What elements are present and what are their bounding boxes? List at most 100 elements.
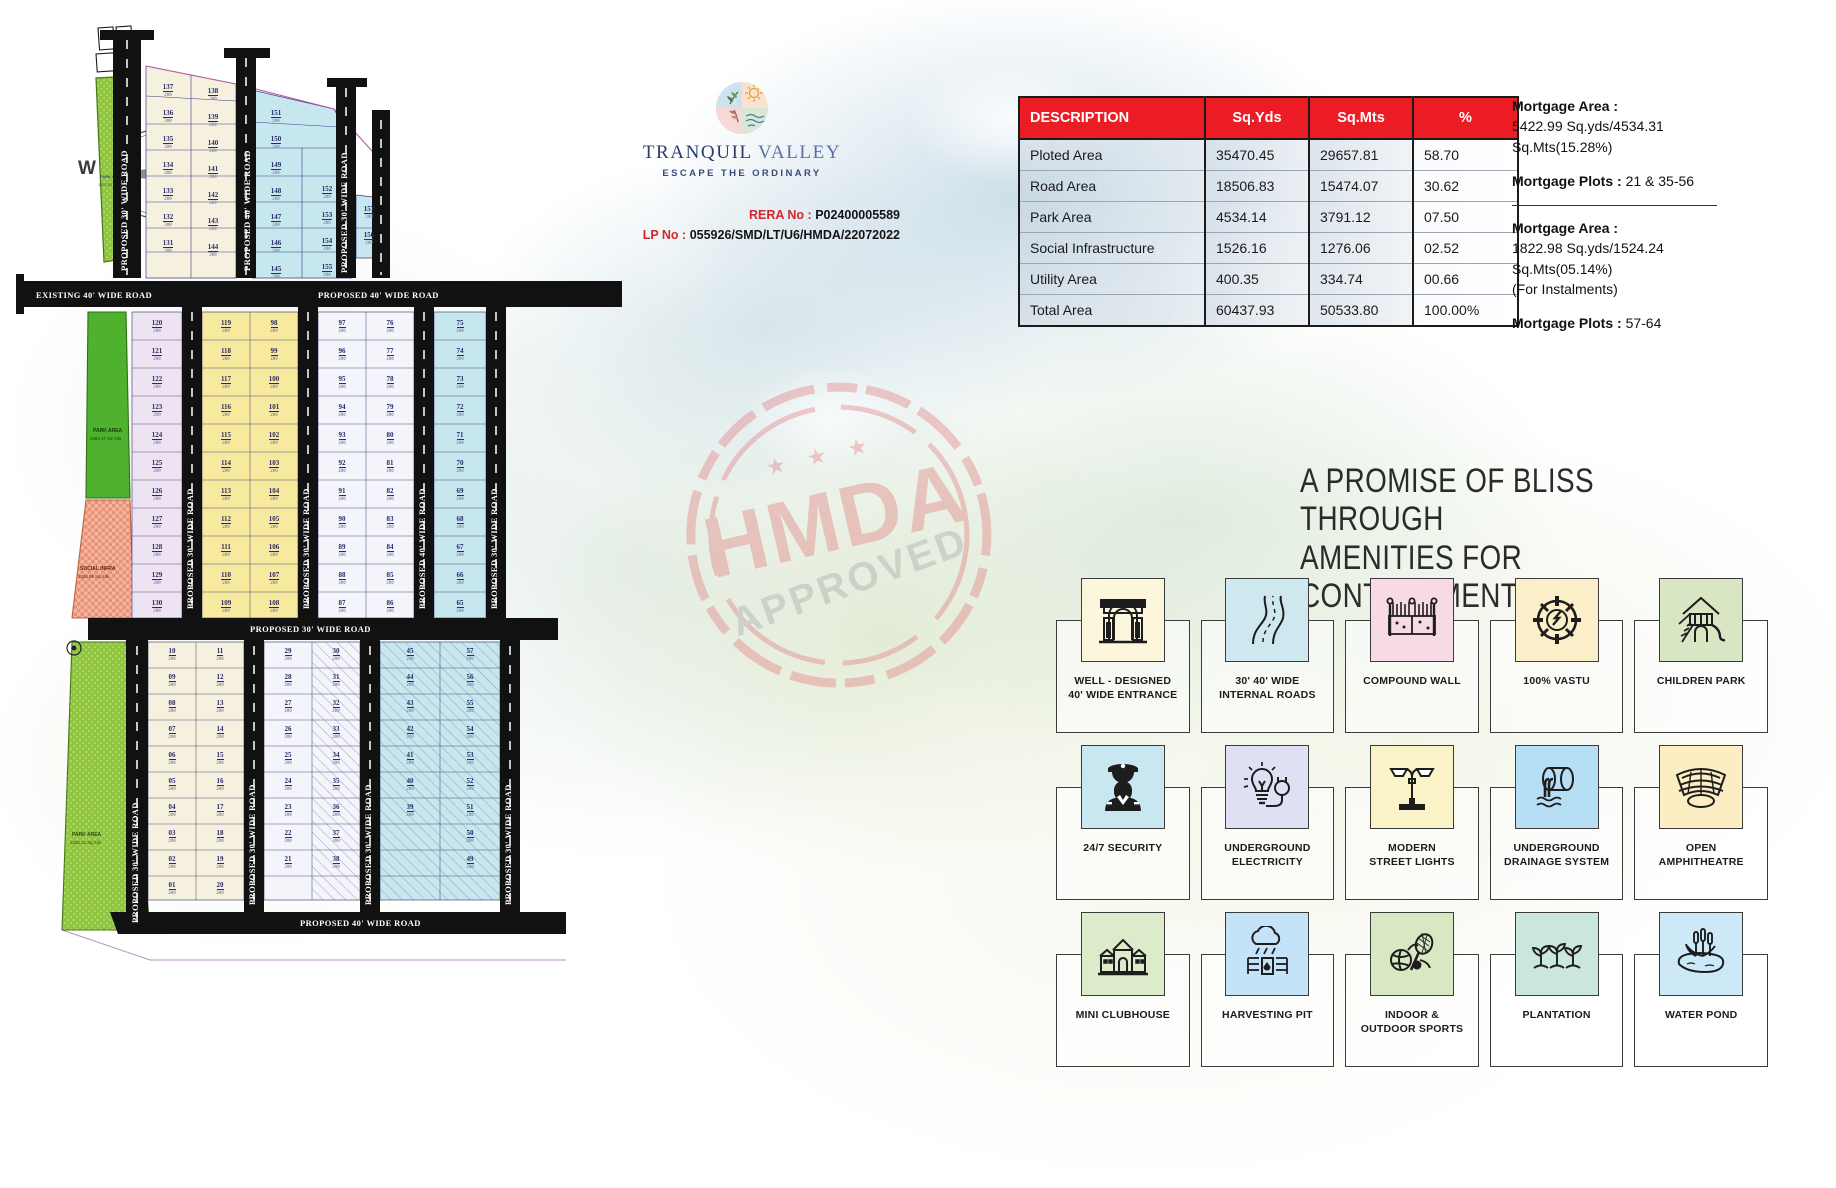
col-header-percent: % [1413,98,1517,139]
plantation-saplings-icon [1514,912,1599,996]
bulb-plug-icon [1225,745,1310,829]
lp-line: LP No : 055926/SMD/LT/U6/HMDA/22072022 [600,228,900,242]
stamp-subtext: APPROVED [725,518,974,646]
cell-sqmts: 50533.80 [1309,294,1414,325]
amenity-item[interactable]: 100% VASTU [1489,578,1624,733]
cell-description: Ploted Area [1020,138,1206,171]
south-white-block [263,641,361,901]
mortgage-plots-1-value: 21 & 35-56 [1625,172,1695,189]
mortgage-notes: Mortgage Area : 5422.99 Sq.yds/4534.31 S… [1512,96,1812,334]
compass-label-west: W [78,158,96,179]
amenity-label: WATER POND [1665,1009,1738,1021]
playground-slide-icon [1659,578,1744,662]
svg-text:1383.47 Sq.Yds: 1383.47 Sq.Yds [90,436,122,441]
table-row: Park Area 4534.14 3791.12 07.50 [1020,201,1517,233]
mortgage-plots-1: Mortgage Plots : 21 & 35-56 [1512,171,1812,191]
cell-description: Utility Area [1020,263,1206,295]
mortgage-2-title: Mortgage Area : [1512,220,1619,237]
amenity-item[interactable]: INDOOR & OUTDOOR SPORTS [1345,912,1479,1067]
mortgage-2-line2: Sq.Mts(05.14%) [1512,260,1613,277]
amenity-label: 30' 40' WIDE INTERNAL ROADS [1219,675,1316,702]
cell-description: Total Area [1020,294,1206,325]
site-layout-plan[interactable]: PARK AREA 1103.32 Sq.Yds [0,0,640,1000]
street-light-icon [1369,745,1454,829]
site-boundary [61,929,566,961]
amenity-label: MINI CLUBHOUSE [1075,1009,1170,1021]
amenity-item[interactable]: MODERN STREET LIGHTS [1345,745,1479,900]
amenity-label: OPEN AMPHITHEATRE [1658,842,1744,869]
cell-sqyds: 18506.83 [1205,170,1310,202]
rera-label: RERA No : [748,208,812,222]
north-cream-block [145,65,237,279]
sports-equipment-icon [1369,912,1454,996]
road-network-south [126,640,520,930]
amphitheatre-icon [1659,745,1744,829]
mortgage-plots-2-label: Mortgage Plots : [1512,315,1622,332]
amenity-label: PLANTATION [1522,1009,1591,1021]
svg-text:SOCIAL INFRA: SOCIAL INFRA [80,566,116,572]
amenity-item[interactable]: 24/7 SECURITY [1056,745,1190,900]
mortgage-block-2: Mortgage Area : 1822.98 Sq.yds/1524.24 S… [1512,218,1812,299]
brand-name-part2: VALLEY [758,142,842,163]
road-proposed-40ft-bottom [110,912,566,934]
rera-line: RERA No : P02400005589 [600,208,900,222]
cell-sqmts: 15474.07 [1309,170,1414,202]
cell-percent: 02.52 [1413,232,1517,264]
amenities-heading-line2: AMENITIES FOR CONTENTMENT [1300,538,1523,615]
mid-cyan-block [433,311,487,619]
amenity-item[interactable]: HARVESTING PIT [1200,912,1335,1067]
cell-sqmts: 334.74 [1309,263,1414,295]
amenity-card [1634,620,1768,733]
lp-value: 055926/SMD/LT/U6/HMDA/22072022 [689,228,900,242]
svg-text:PARK AREA: PARK AREA [72,832,102,838]
amenity-item[interactable]: MINI CLUBHOUSE [1056,912,1190,1067]
amenity-item[interactable]: WELL - DESIGNED 40' WIDE ENTRANCE [1056,578,1190,733]
cell-description: Road Area [1020,170,1206,202]
water-pond-icon [1659,912,1744,996]
north-cyan-block [251,89,383,279]
brand-name-part1: TRANQUIL [642,142,753,163]
winding-road-icon [1225,578,1310,662]
cell-description: Social Infrastructure [1020,232,1206,264]
stamp-text: HMDA [695,443,976,598]
tranquil-valley-logo-icon [714,80,770,136]
mortgage-plots-2: Mortgage Plots : 57-64 [1512,313,1812,333]
amenity-label: UNDERGROUND DRAINAGE SYSTEM [1504,842,1610,869]
cell-percent: 07.50 [1413,201,1517,233]
cell-sqyds: 1526.16 [1205,232,1310,264]
table-row: Utility Area 400.35 334.74 00.66 [1020,263,1517,295]
cell-sqmts: 1276.06 [1309,232,1414,264]
amenity-item[interactable]: COMPOUND WALL [1345,578,1479,733]
svg-text:1528.13 Sq.Yds: 1528.13 Sq.Yds [70,840,102,845]
amenity-item[interactable]: WATER POND [1634,912,1768,1067]
cell-percent: 30.62 [1413,170,1517,202]
south-cyan-block [379,641,501,901]
amenity-item[interactable]: PLANTATION [1489,912,1624,1067]
amenity-item[interactable]: CHILDREN PARK [1634,578,1768,733]
amenity-item[interactable]: UNDERGROUND ELECTRICITY [1200,745,1335,900]
svg-text:PARK AREA: PARK AREA [93,428,123,434]
cell-sqmts: 29657.81 [1309,138,1414,171]
mortgage-divider [1512,205,1717,207]
cell-sqyds: 35470.45 [1205,138,1310,171]
road-proposed-30ft-mid [88,618,558,640]
amenity-item[interactable]: OPEN AMPHITHEATRE [1634,745,1768,900]
area-statement-table: DESCRIPTION Sq.Yds Sq.Mts % Ploted Area 3… [1018,96,1519,327]
brand-wordmark: TRANQUIL VALLEY [612,142,872,164]
amenity-label: HARVESTING PIT [1222,1009,1313,1021]
mortgage-2-line3: (For Instalments) [1512,281,1618,298]
mortgage-2-line1: 1822.98 Sq.yds/1524.24 [1512,240,1664,257]
table-row: Social Infrastructure 1526.16 1276.06 02.52 [1020,232,1517,264]
amenity-item[interactable]: UNDERGROUND DRAINAGE SYSTEM [1489,745,1624,900]
registration-block: RERA No : P02400005589 LP No : 055926/SM… [600,208,900,248]
archway-entrance-icon [1080,578,1165,662]
cell-description: Park Area [1020,201,1206,233]
rain-harvesting-icon [1225,912,1310,996]
amenities-grid: WELL - DESIGNED 40' WIDE ENTRANCE 30' 40' … [1056,578,1768,1067]
amenity-item[interactable]: 30' 40' WIDE INTERNAL ROADS [1200,578,1335,733]
social-infrastructure-area [71,499,135,619]
table-row: Road Area 18506.83 15474.07 30.62 [1020,170,1517,202]
cell-percent: 58.70 [1413,138,1517,171]
cell-sqmts: 3791.12 [1309,201,1414,233]
amenity-label: WELL - DESIGNED 40' WIDE ENTRANCE [1068,675,1178,702]
